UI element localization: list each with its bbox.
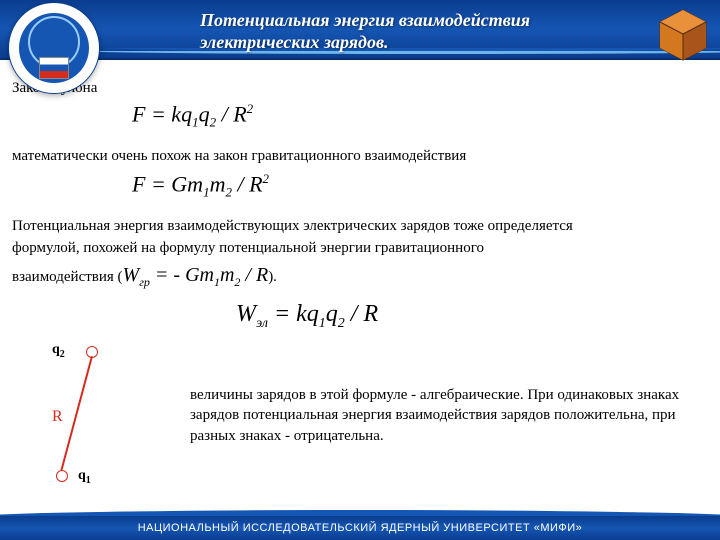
q2-label: q2	[52, 342, 65, 360]
footer-bar: НАЦИОНАЛЬНЫЙ ИССЛЕДОВАТЕЛЬСКИЙ ЯДЕРНЫЙ У…	[0, 516, 720, 540]
charge-q1-dot	[56, 470, 68, 482]
energy-paragraph: Потенциальная энергия взаимодействующих …	[12, 215, 708, 291]
w-elec-formula: Wэл = kq1q2 / R	[236, 301, 708, 332]
q1-label: q1	[78, 468, 91, 486]
gravity-formula: F = Gm1m2 / R2	[132, 171, 708, 201]
slide-title: Потенциальная энергия взаимодействия эле…	[200, 10, 530, 53]
w-grav-formula: Wгр = - Gm1m2 / R	[123, 264, 269, 286]
slide-content: Закон Кулона F = kq1q2 / R2 математическ…	[12, 80, 708, 344]
sign-explanation-paragraph: величины зарядов в этой формуле - алгебр…	[190, 385, 706, 446]
title-line-1: Потенциальная энергия взаимодействия	[200, 10, 530, 32]
cube-icon	[656, 8, 710, 62]
r-label: R	[52, 408, 63, 426]
russian-flag-icon	[39, 57, 69, 79]
coulomb-formula: F = kq1q2 / R2	[132, 101, 708, 131]
charge-diagram: q2 R q1	[34, 338, 184, 508]
distance-line	[60, 356, 92, 470]
university-emblem	[8, 2, 100, 94]
gravity-analogy-text: математически очень похож на закон грави…	[12, 145, 708, 168]
coulomb-heading: Закон Кулона	[12, 80, 708, 97]
title-line-2: электрических зарядов.	[200, 32, 530, 54]
